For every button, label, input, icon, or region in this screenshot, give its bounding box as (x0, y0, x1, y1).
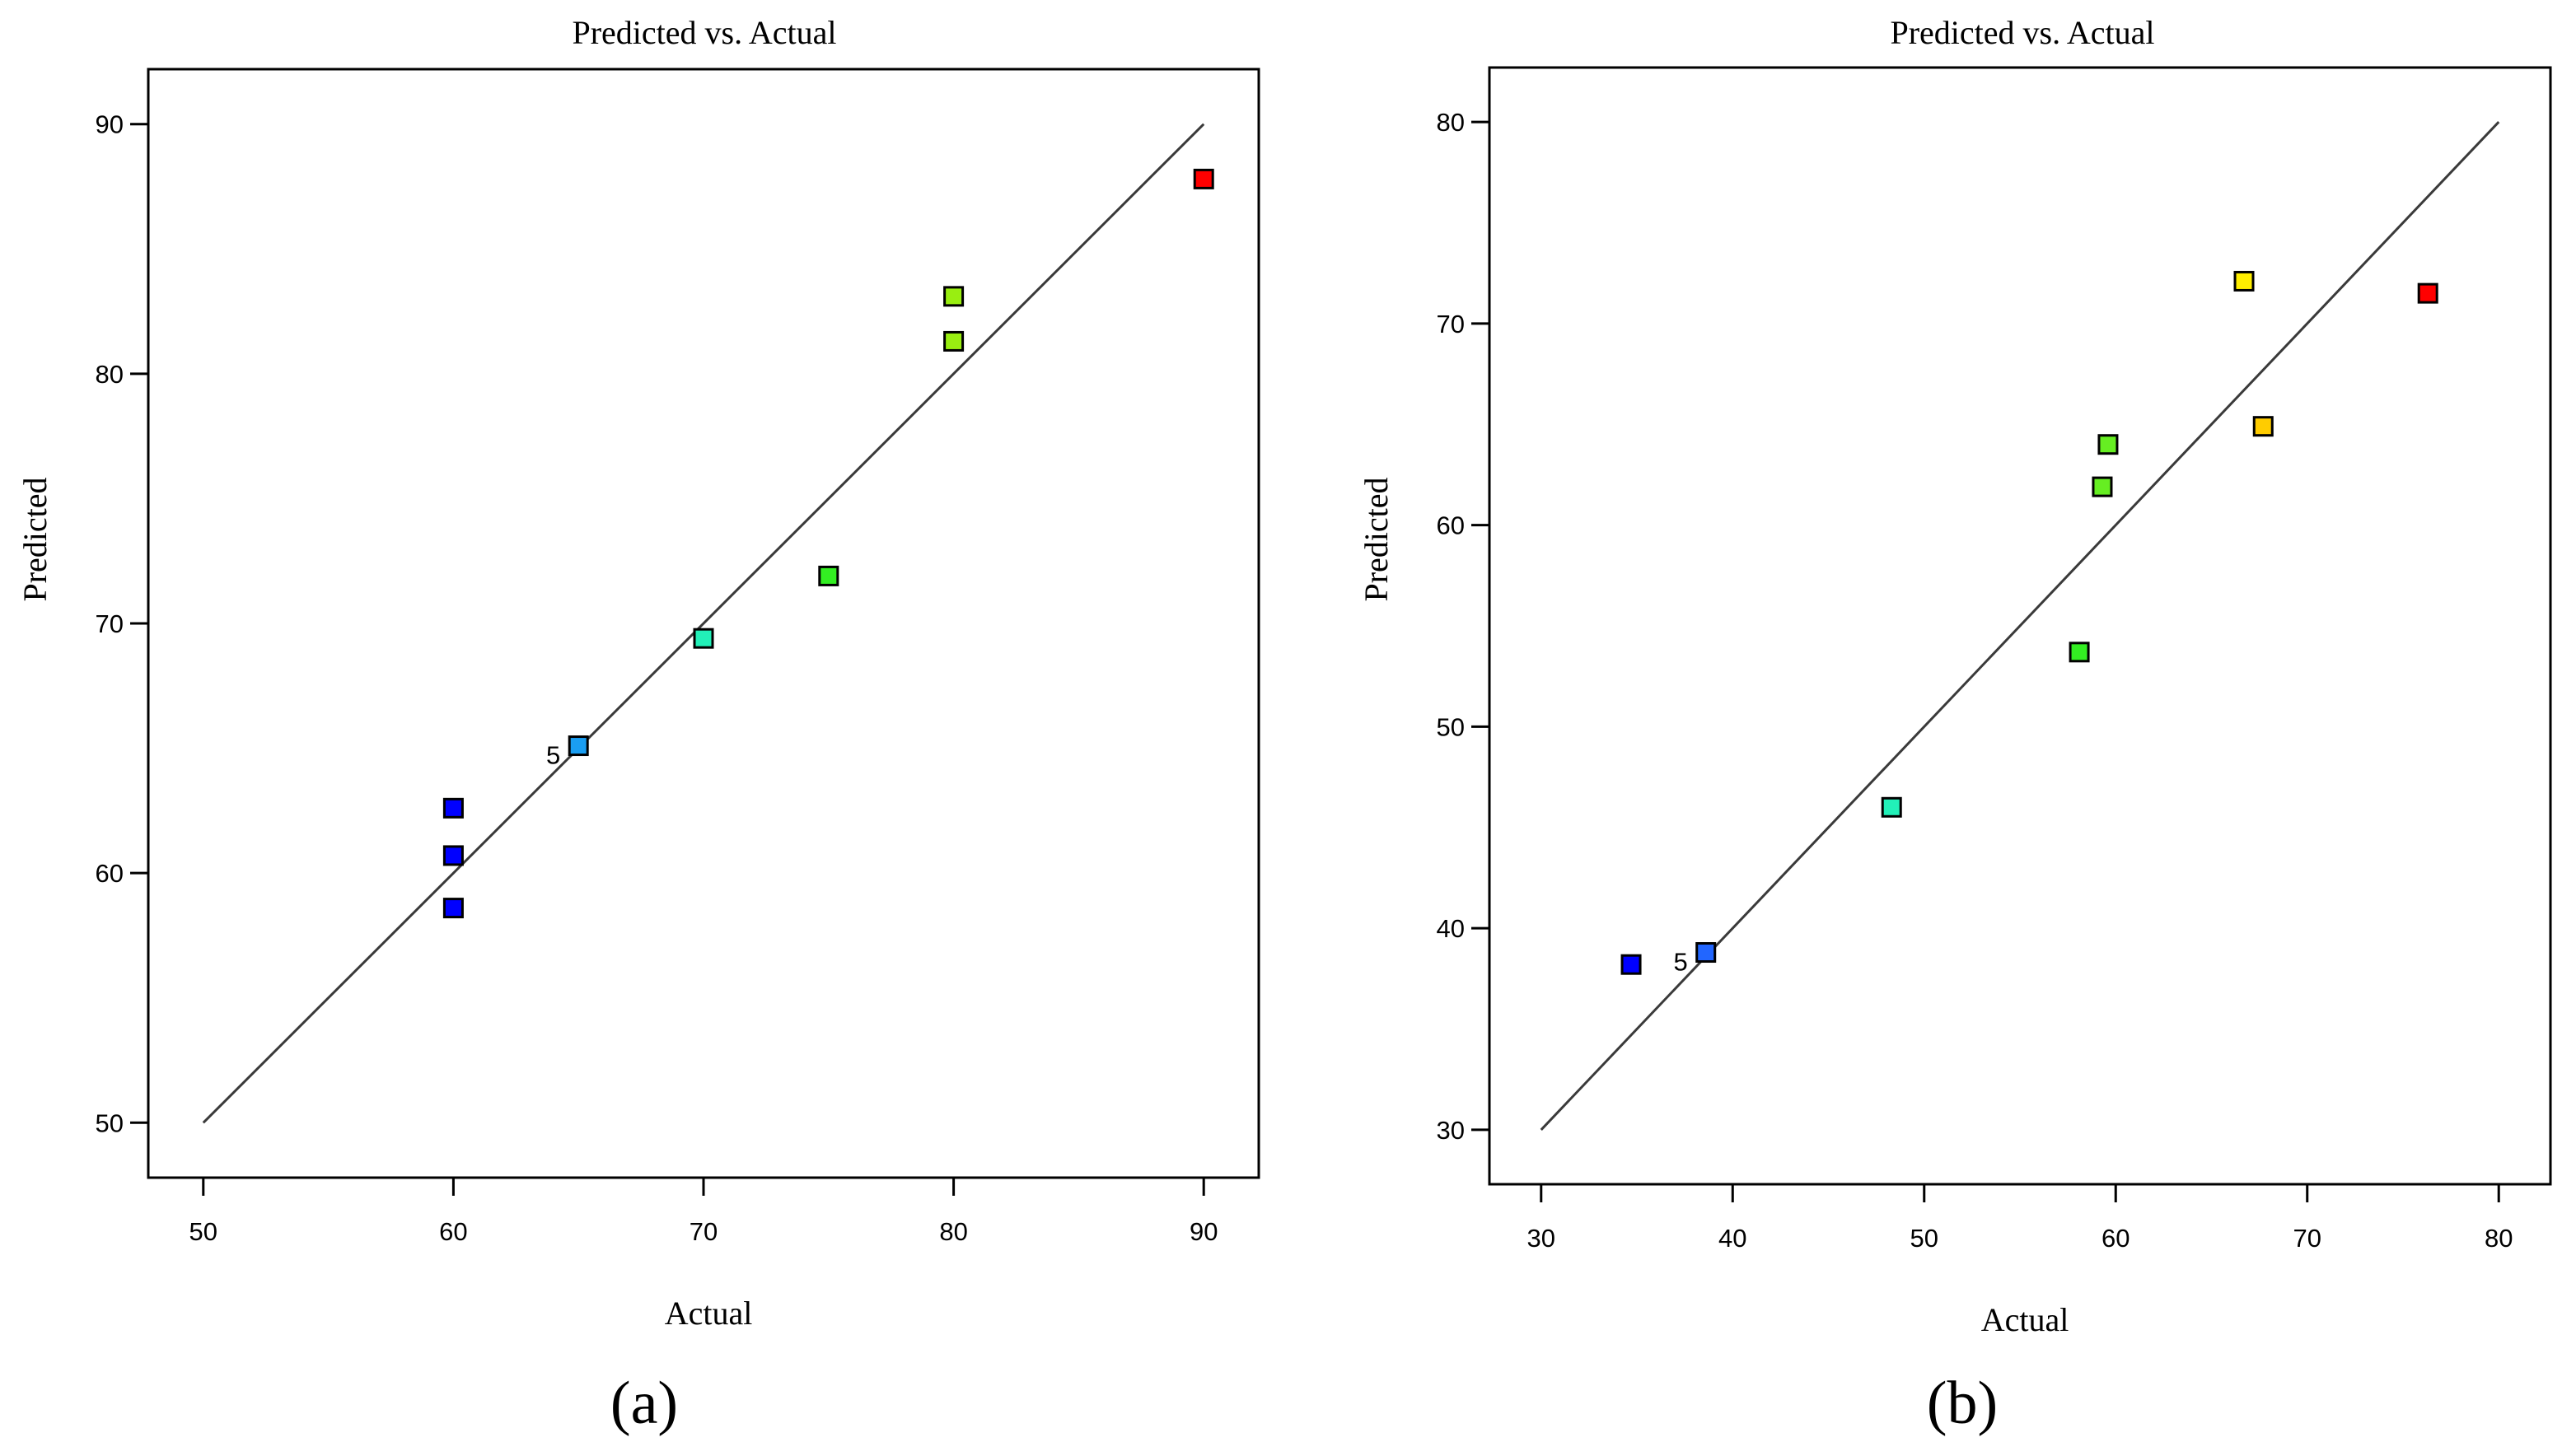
chart-a-x-tick-label: 50 (189, 1217, 217, 1246)
chart-b-point-label: 5 (1673, 948, 1687, 977)
chart-a-ticks: 50 60 70 80 90 50 60 70 80 90 (96, 110, 1218, 1246)
chart-b-data-point (2092, 476, 2113, 497)
chart-a-y-tick-label: 50 (96, 1108, 124, 1137)
chart-b-y-tick-label: 80 (1437, 108, 1465, 137)
chart-panel-b: Predicted vs. Actual 30 40 50 60 70 80 30 40 50 6… (1358, 14, 2552, 1437)
chart-b-y-tick-label: 50 (1437, 712, 1465, 741)
chart-a-data-point (442, 898, 464, 919)
chart-b-data-point (2252, 416, 2274, 437)
chart-b-panel-label: (b) (1927, 1370, 1998, 1437)
chart-a-y-tick-label: 60 (96, 859, 124, 888)
chart-b-data-point (2233, 270, 2255, 292)
chart-b-x-tick-label: 30 (1527, 1224, 1555, 1253)
chart-b-data-point (2417, 282, 2438, 304)
chart-b-data-point (1695, 942, 1717, 964)
chart-a-data-point (818, 565, 839, 586)
chart-panel-a: Predicted vs. Actual 50 60 70 80 90 50 60 70 80 9… (16, 14, 1260, 1437)
chart-b-y-tick-label: 60 (1437, 511, 1465, 540)
chart-b-x-tick-label: 40 (1718, 1224, 1746, 1253)
chart-a-y-tick-label: 80 (96, 360, 124, 389)
chart-b-title: Predicted vs. Actual (1890, 14, 2154, 51)
chart-b-data-point (1881, 796, 1902, 818)
chart-a-y-tick-label: 70 (96, 609, 124, 638)
chart-a-point-label: 5 (546, 741, 560, 770)
chart-a-x-axis-label: Actual (665, 1295, 753, 1332)
chart-b-x-tick-label: 50 (1910, 1224, 1938, 1253)
chart-a-title: Predicted vs. Actual (572, 14, 836, 51)
chart-a-x-tick-label: 80 (939, 1217, 967, 1246)
chart-a-x-tick-label: 60 (439, 1217, 467, 1246)
chart-a-x-tick-label: 70 (690, 1217, 718, 1246)
chart-b-data-point (2097, 434, 2119, 455)
chart-b-y-tick-label: 70 (1437, 310, 1465, 338)
chart-b-x-tick-label: 80 (2485, 1224, 2513, 1253)
chart-a-x-tick-label: 90 (1190, 1217, 1218, 1246)
chart-a-points: 5 (442, 168, 1214, 919)
chart-b-y-tick-label: 40 (1437, 914, 1465, 943)
chart-a-data-point (943, 330, 965, 352)
chart-b-y-axis-label: Predicted (1358, 477, 1395, 601)
chart-a-data-point (442, 845, 464, 866)
chart-b-data-point (2069, 642, 2090, 663)
chart-b-y-tick-label: 30 (1437, 1116, 1465, 1145)
chart-a-data-point (1193, 168, 1214, 189)
chart-b-ticks: 30 40 50 60 70 80 30 40 50 60 70 80 (1437, 108, 2513, 1253)
chart-b-x-axis-label: Actual (1981, 1301, 2069, 1338)
chart-a-data-point (693, 628, 714, 649)
chart-b-points: 5 (1620, 270, 2438, 977)
chart-a-panel-label: (a) (610, 1370, 678, 1437)
chart-a-y-axis-label: Predicted (16, 477, 54, 601)
chart-a-data-point (943, 286, 965, 307)
chart-b-reference-line (1540, 121, 2500, 1131)
chart-b-data-point (1620, 954, 1642, 975)
chart-b-plot-frame (1488, 66, 2552, 1186)
chart-a-y-tick-label: 90 (96, 110, 124, 139)
chart-a-data-point (568, 735, 589, 757)
chart-b-x-tick-label: 60 (2101, 1224, 2130, 1253)
chart-b-x-tick-label: 70 (2293, 1224, 2321, 1253)
chart-a-data-point (442, 797, 464, 819)
chart-a-reference-line (202, 123, 1205, 1124)
